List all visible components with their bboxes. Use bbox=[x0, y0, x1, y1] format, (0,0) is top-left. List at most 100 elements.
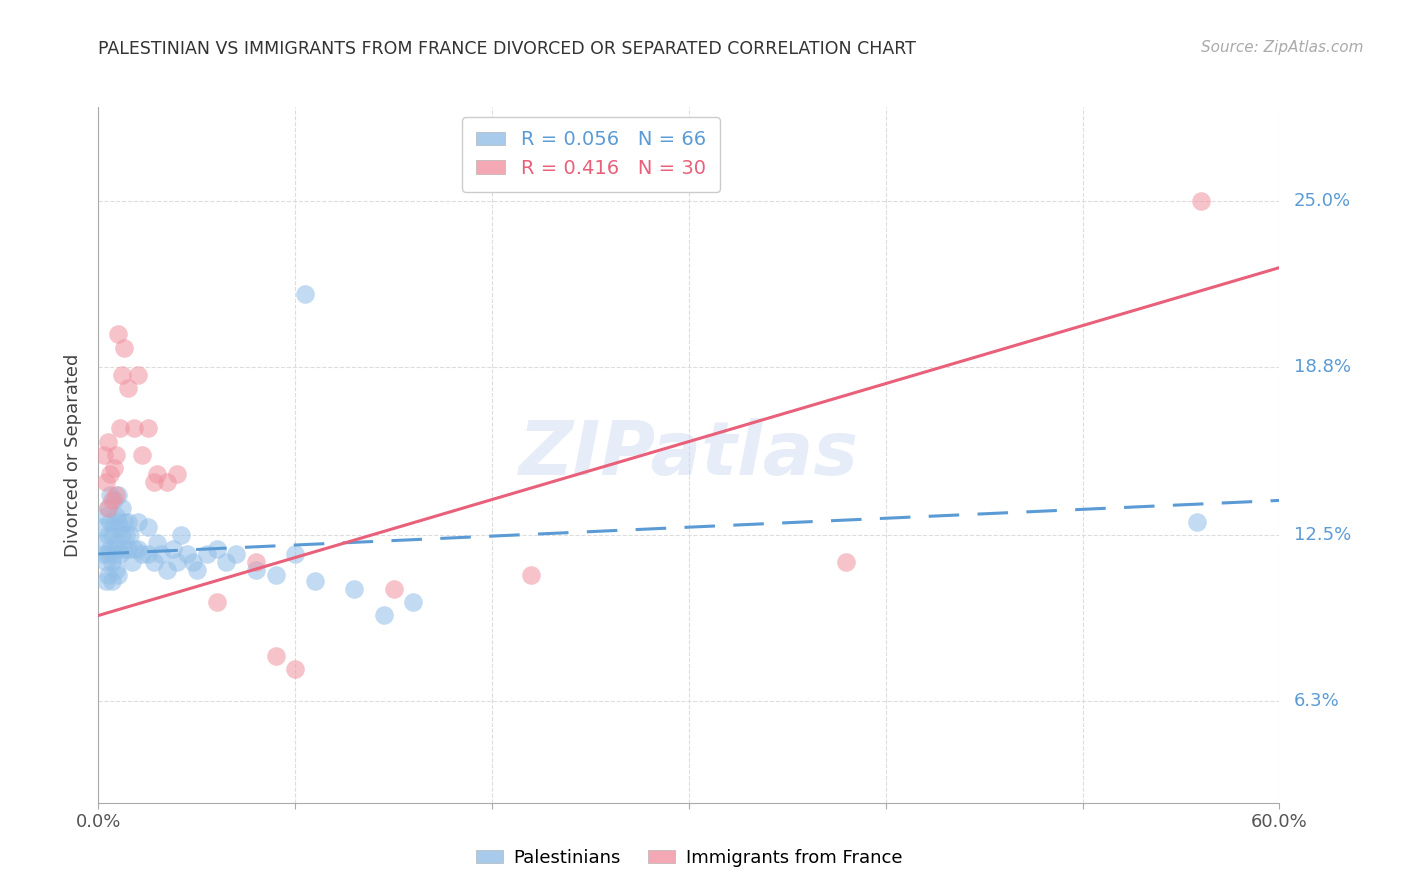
Point bbox=[520, 568, 543, 582]
Point bbox=[127, 515, 149, 529]
Point bbox=[98, 515, 121, 529]
Point bbox=[101, 574, 124, 588]
Point bbox=[103, 493, 125, 508]
Point bbox=[382, 582, 405, 596]
Point bbox=[112, 341, 135, 355]
Point bbox=[107, 327, 129, 342]
Point bbox=[264, 568, 287, 582]
Point bbox=[98, 541, 121, 556]
Point bbox=[108, 520, 131, 534]
Point bbox=[284, 547, 307, 561]
Point bbox=[122, 421, 145, 435]
Point bbox=[97, 501, 120, 516]
Point bbox=[156, 563, 179, 577]
Point bbox=[101, 555, 124, 569]
Y-axis label: Divorced or Separated: Divorced or Separated bbox=[65, 353, 83, 557]
Point bbox=[373, 608, 395, 623]
Point bbox=[122, 541, 145, 556]
Point bbox=[105, 563, 128, 577]
Point bbox=[127, 541, 149, 556]
Point bbox=[105, 509, 128, 524]
Point bbox=[107, 488, 129, 502]
Point bbox=[103, 547, 125, 561]
Point bbox=[103, 520, 125, 534]
Point bbox=[96, 555, 118, 569]
Point bbox=[97, 568, 120, 582]
Point bbox=[215, 555, 238, 569]
Point bbox=[127, 368, 149, 382]
Legend: Palestinians, Immigrants from France: Palestinians, Immigrants from France bbox=[468, 842, 910, 874]
Point bbox=[107, 568, 129, 582]
Point bbox=[105, 448, 128, 462]
Point bbox=[101, 528, 124, 542]
Point bbox=[97, 528, 120, 542]
Point bbox=[93, 547, 115, 561]
Point bbox=[105, 488, 128, 502]
Point bbox=[150, 547, 173, 561]
Point bbox=[181, 555, 204, 569]
Point bbox=[142, 555, 165, 569]
Point bbox=[105, 536, 128, 550]
Point bbox=[162, 541, 184, 556]
Point bbox=[264, 648, 287, 663]
Legend: R = 0.056   N = 66, R = 0.416   N = 30: R = 0.056 N = 66, R = 0.416 N = 30 bbox=[463, 117, 720, 192]
Point bbox=[170, 528, 193, 542]
Point bbox=[245, 563, 267, 577]
Point bbox=[131, 547, 153, 561]
Text: PALESTINIAN VS IMMIGRANTS FROM FRANCE DIVORCED OR SEPARATED CORRELATION CHART: PALESTINIAN VS IMMIGRANTS FROM FRANCE DI… bbox=[98, 40, 917, 58]
Point bbox=[166, 555, 188, 569]
Point bbox=[107, 515, 129, 529]
Point bbox=[402, 595, 425, 609]
Point bbox=[195, 547, 218, 561]
Point bbox=[96, 574, 118, 588]
Point bbox=[225, 547, 247, 561]
Text: 6.3%: 6.3% bbox=[1294, 692, 1340, 710]
Point bbox=[107, 541, 129, 556]
Point bbox=[136, 520, 159, 534]
Text: 18.8%: 18.8% bbox=[1294, 358, 1351, 376]
Point bbox=[205, 595, 228, 609]
Text: ZIPatlas: ZIPatlas bbox=[519, 418, 859, 491]
Text: 12.5%: 12.5% bbox=[1294, 526, 1351, 544]
Point bbox=[117, 515, 139, 529]
Point bbox=[93, 536, 115, 550]
Point bbox=[96, 475, 118, 489]
Point bbox=[103, 461, 125, 475]
Point bbox=[112, 541, 135, 556]
Point bbox=[115, 528, 138, 542]
Point bbox=[117, 541, 139, 556]
Point bbox=[146, 536, 169, 550]
Point bbox=[118, 528, 141, 542]
Point bbox=[1189, 194, 1212, 208]
Point bbox=[98, 488, 121, 502]
Point bbox=[111, 368, 134, 382]
Point bbox=[136, 547, 159, 561]
Point bbox=[121, 555, 143, 569]
Point bbox=[304, 574, 326, 588]
Point bbox=[835, 555, 858, 569]
Point bbox=[111, 528, 134, 542]
Point bbox=[136, 421, 159, 435]
Point bbox=[98, 467, 121, 481]
Point bbox=[108, 547, 131, 561]
Point bbox=[93, 448, 115, 462]
Point bbox=[156, 475, 179, 489]
Text: Source: ZipAtlas.com: Source: ZipAtlas.com bbox=[1201, 40, 1364, 55]
Point bbox=[186, 563, 208, 577]
Point bbox=[131, 448, 153, 462]
Point bbox=[245, 555, 267, 569]
Point bbox=[91, 520, 114, 534]
Point bbox=[97, 501, 120, 516]
Point bbox=[96, 509, 118, 524]
Point bbox=[112, 515, 135, 529]
Point bbox=[1185, 515, 1208, 529]
Point bbox=[205, 541, 228, 556]
Point bbox=[176, 547, 198, 561]
Point bbox=[97, 434, 120, 449]
Point bbox=[101, 493, 124, 508]
Point bbox=[117, 381, 139, 395]
Point bbox=[343, 582, 366, 596]
Text: 25.0%: 25.0% bbox=[1294, 192, 1351, 210]
Point bbox=[97, 547, 120, 561]
Point bbox=[294, 287, 316, 301]
